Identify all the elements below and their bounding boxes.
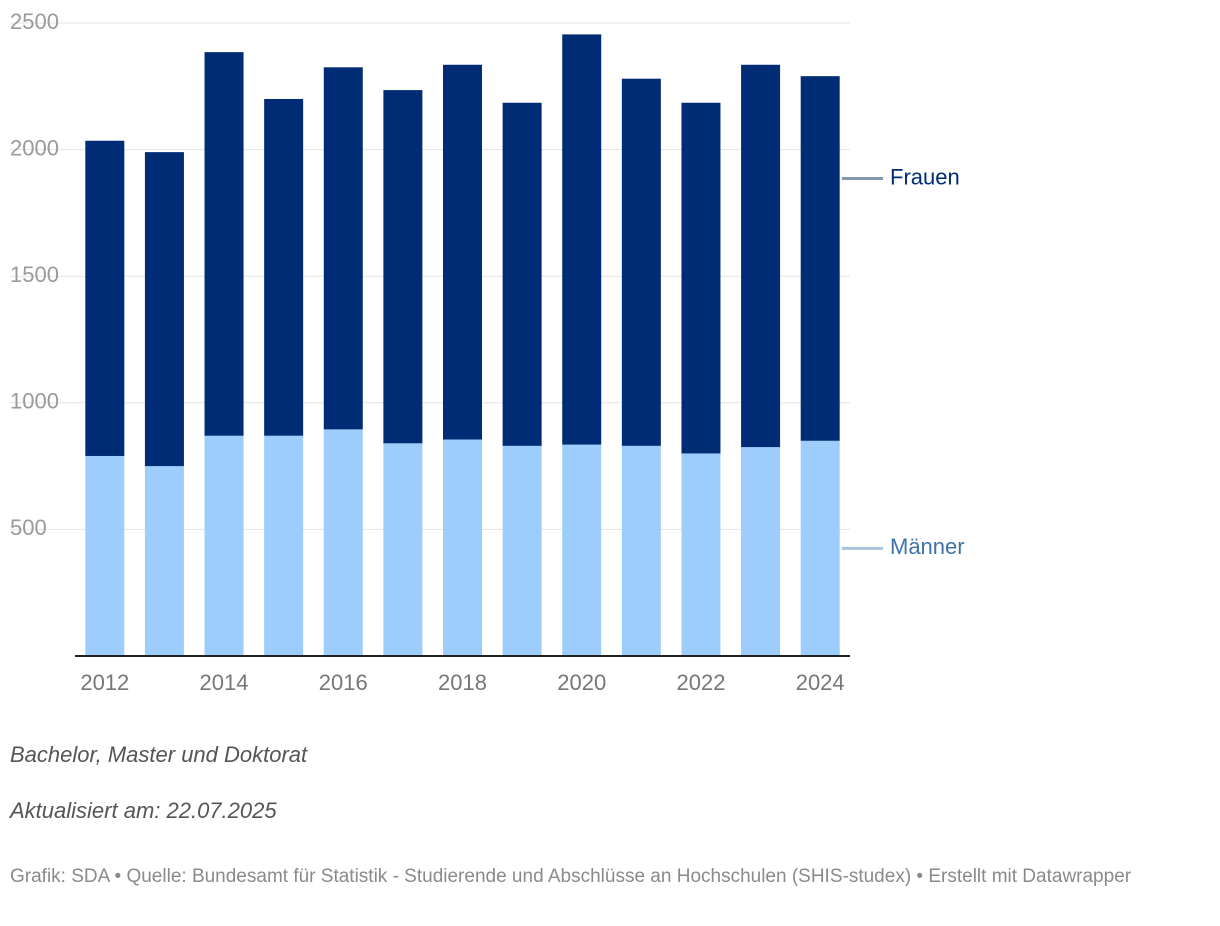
bar-frauen-2024 (800, 76, 840, 441)
x-tick-label: 2016 (319, 670, 368, 695)
gridlines (10, 22, 850, 530)
x-tick-label: 2014 (200, 670, 249, 695)
bar-männer-2019 (502, 445, 542, 656)
bar-männer-2022 (681, 453, 721, 656)
bar-frauen-2021 (621, 78, 661, 446)
x-tick-label: 2022 (676, 670, 725, 695)
legend: Männer Frauen (842, 164, 965, 559)
bar-frauen-2016 (323, 67, 363, 430)
bar-männer-2014 (204, 435, 244, 656)
x-tick-label: 2012 (80, 670, 129, 695)
bar-frauen-2020 (562, 34, 602, 445)
bar-männer-2023 (741, 447, 781, 656)
bar-frauen-2019 (502, 102, 542, 446)
y-tick-label: 1500 (10, 262, 59, 287)
legend-label-frauen: Frauen (890, 164, 960, 189)
bar-männer-2024 (800, 440, 840, 656)
source-footer: Grafik: SDA • Quelle: Bundesamt für Stat… (10, 866, 1132, 887)
bar-männer-2017 (383, 443, 423, 656)
bar-frauen-2015 (264, 98, 304, 436)
x-tick-label: 2020 (557, 670, 606, 695)
y-tick-label: 1000 (10, 389, 59, 414)
bar-männer-2013 (144, 466, 184, 656)
bar-frauen-2023 (741, 64, 781, 448)
bar-männer-2021 (621, 445, 661, 656)
bar-männer-2016 (323, 429, 363, 656)
y-tick-label: 2500 (10, 9, 59, 34)
stacked-bar-chart: 500 1000 1500 2000 2500 2012 2014 2016 2018 2020… (10, 9, 965, 695)
x-tick-label: 2024 (796, 670, 845, 695)
y-tick-label: 2000 (10, 135, 59, 160)
bar-frauen-2012 (85, 140, 125, 456)
bar-männer-2018 (443, 439, 482, 656)
bar-männer-2020 (562, 444, 602, 656)
legend-label-männer: Männer (890, 534, 965, 559)
y-axis-ticks: 500 1000 1500 2000 2500 (10, 9, 59, 540)
bar-frauen-2014 (204, 52, 244, 436)
chart-subtitle: Bachelor, Master und Doktorat (10, 742, 308, 767)
bar-frauen-2022 (681, 102, 721, 454)
bar-frauen-2017 (383, 90, 423, 444)
x-tick-label: 2018 (438, 670, 487, 695)
bar-frauen-2013 (144, 152, 184, 467)
bar-männer-2015 (264, 435, 304, 656)
bar-frauen-2018 (443, 64, 482, 440)
updated-date: Aktualisiert am: 22.07.2025 (10, 798, 277, 823)
bar-männer-2012 (85, 455, 125, 656)
y-tick-label: 500 (10, 515, 47, 540)
x-axis-ticks: 2012 2014 2016 2018 2020 2022 2024 (80, 670, 844, 695)
bars (85, 34, 840, 656)
